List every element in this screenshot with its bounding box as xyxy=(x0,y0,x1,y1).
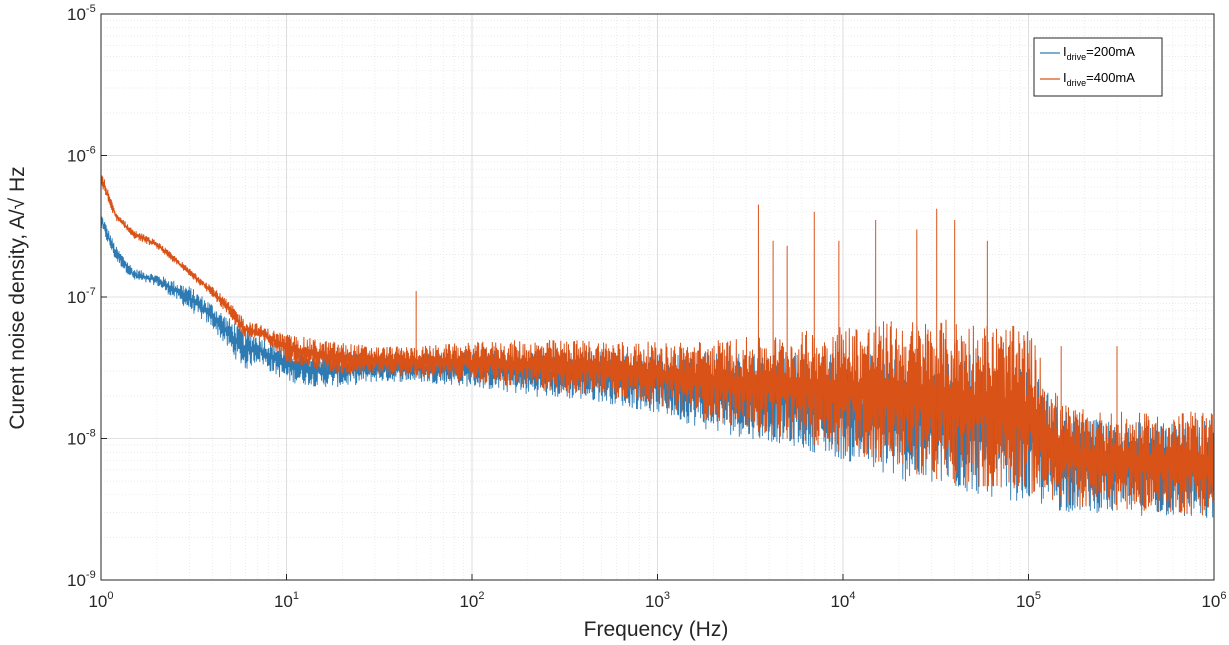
legend: Idrive=200mA Idrive=400mA xyxy=(1033,37,1163,97)
x-axis-title: Frequency (Hz) xyxy=(584,618,729,641)
legend-label-400mA: Idrive=400mA xyxy=(1063,70,1135,88)
grid xyxy=(100,13,1215,581)
y-tick-label: 10-8 xyxy=(67,428,96,449)
legend-box xyxy=(1033,37,1163,97)
y-tick-label: 10-6 xyxy=(67,145,96,166)
x-tick-label: 101 xyxy=(274,590,299,611)
y-tick-label: 10-5 xyxy=(67,3,96,24)
x-axis: 100 101 102 103 104 105 106 xyxy=(88,574,1227,611)
y-axis: 10-9 10-8 10-7 10-6 10-5 xyxy=(67,3,107,590)
legend-label-200mA: Idrive=200mA xyxy=(1063,44,1135,62)
y-tick-label: 10-9 xyxy=(67,569,96,590)
x-tick-label: 102 xyxy=(459,590,484,611)
y-tick-label: 10-7 xyxy=(67,286,96,307)
x-tick-label: 106 xyxy=(1201,590,1226,611)
y-axis-title: Curent noise density, A/√ Hz xyxy=(6,166,29,429)
x-tick-label: 100 xyxy=(88,590,113,611)
x-tick-label: 105 xyxy=(1016,590,1041,611)
x-tick-label: 103 xyxy=(645,590,670,611)
series-line-0 xyxy=(100,214,1215,518)
x-tick-label: 104 xyxy=(830,590,855,611)
series-line-1 xyxy=(100,174,1215,516)
